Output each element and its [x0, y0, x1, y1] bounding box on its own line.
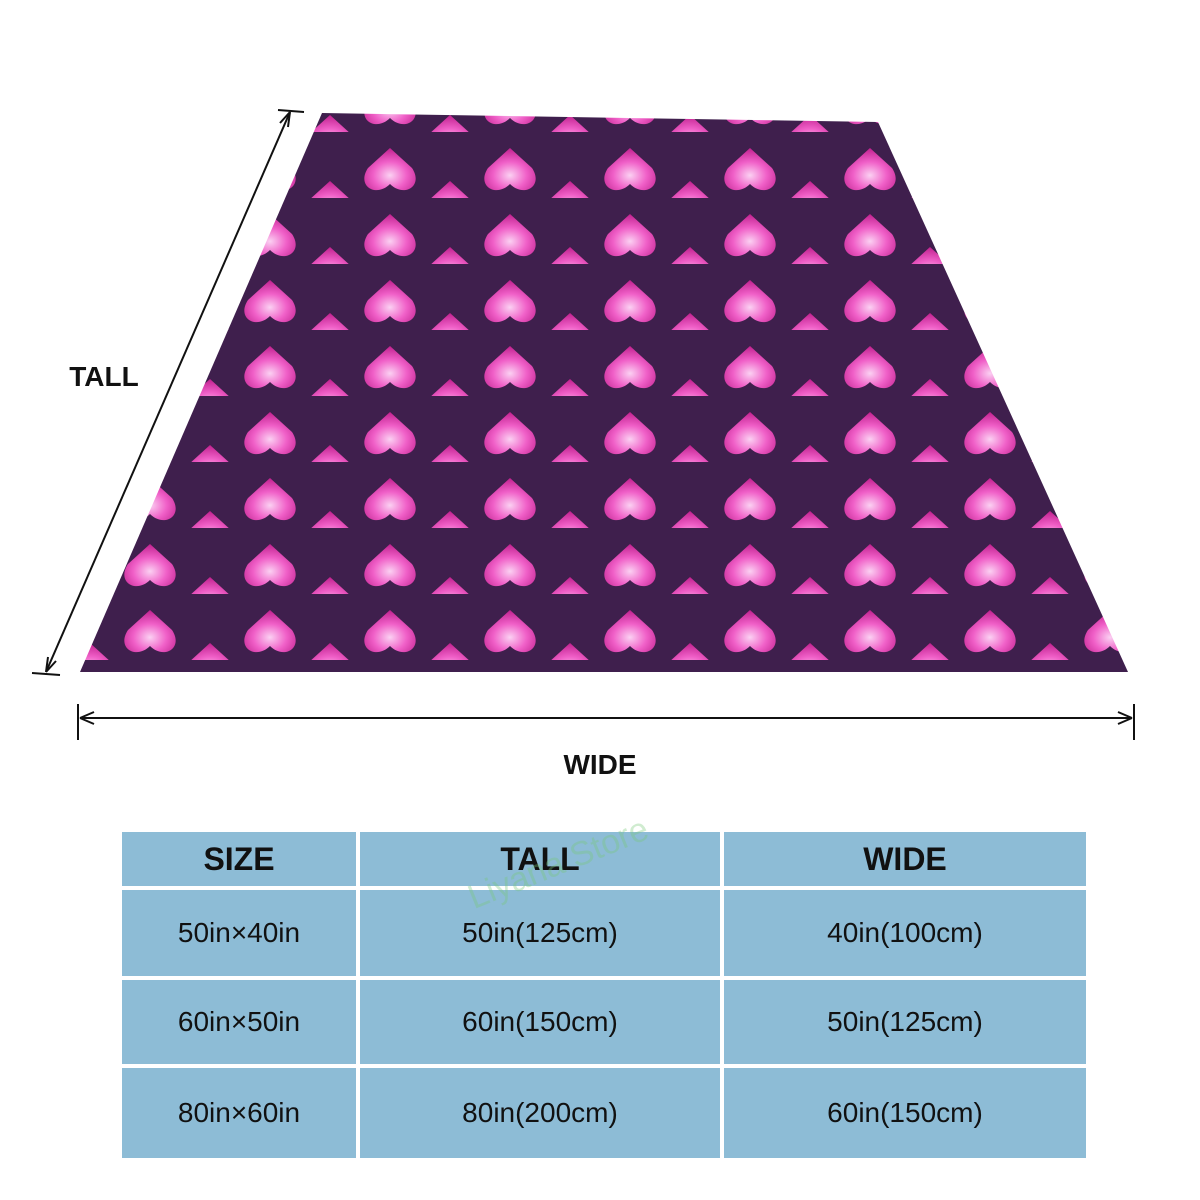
table-cell: 50in(125cm): [360, 890, 720, 976]
table-cell: 80in×60in: [122, 1068, 356, 1158]
table-cell: 60in(150cm): [360, 980, 720, 1064]
table-cell: 60in×50in: [122, 980, 356, 1064]
blanket-illustration: [31, 109, 1135, 740]
blanket: [80, 113, 1128, 672]
tall-label: TALL: [69, 361, 139, 392]
dimension-lines: [31, 109, 1135, 740]
table-cell: 50in(125cm): [724, 980, 1086, 1064]
table-cell: 80in(200cm): [360, 1068, 720, 1158]
table-cell: 50in×40in: [122, 890, 356, 976]
header-cell: TALL: [360, 832, 720, 886]
header-cell: WIDE: [724, 832, 1086, 886]
table-cell: 60in(150cm): [724, 1068, 1086, 1158]
table-cell: 40in(100cm): [724, 890, 1086, 976]
header-cell: SIZE: [122, 832, 356, 886]
wide-label: WIDE: [563, 749, 637, 780]
